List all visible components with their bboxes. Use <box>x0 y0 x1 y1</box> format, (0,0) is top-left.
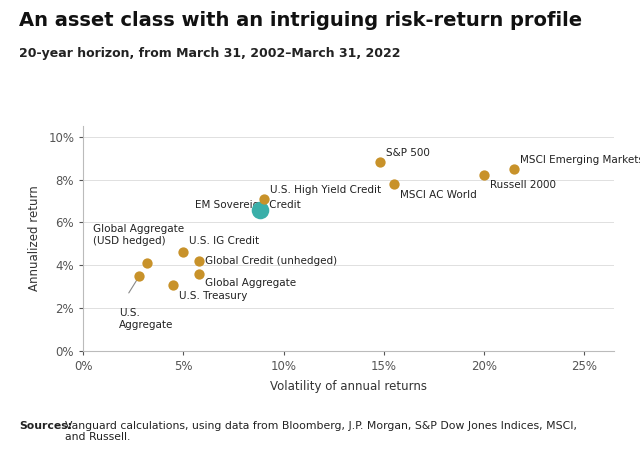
Text: Global Aggregate
(USD hedged): Global Aggregate (USD hedged) <box>93 225 184 246</box>
Text: EM Sovereign Credit: EM Sovereign Credit <box>195 200 301 210</box>
Text: MSCI AC World: MSCI AC World <box>400 190 477 200</box>
Point <box>134 272 145 279</box>
Point <box>388 180 399 188</box>
Y-axis label: Annualized return: Annualized return <box>28 185 41 292</box>
Text: U.S.
Aggregate: U.S. Aggregate <box>119 308 173 330</box>
Text: An asset class with an intriguing risk-return profile: An asset class with an intriguing risk-r… <box>19 11 582 30</box>
Text: 20-year horizon, from March 31, 2002–March 31, 2022: 20-year horizon, from March 31, 2002–Mar… <box>19 47 401 60</box>
Text: Global Credit (unhedged): Global Credit (unhedged) <box>205 256 338 266</box>
Text: MSCI Emerging Markets: MSCI Emerging Markets <box>520 154 640 165</box>
Point <box>479 172 489 179</box>
X-axis label: Volatility of annual returns: Volatility of annual returns <box>270 380 428 393</box>
Point <box>259 195 269 203</box>
Text: S&P 500: S&P 500 <box>386 148 429 158</box>
Point <box>375 159 385 166</box>
Point <box>195 257 205 265</box>
Point <box>509 165 519 172</box>
Point <box>142 260 152 267</box>
Point <box>195 270 205 278</box>
Point <box>179 249 189 256</box>
Text: U.S. High Yield Credit: U.S. High Yield Credit <box>269 184 381 194</box>
Text: Vanguard calculations, using data from Bloomberg, J.P. Morgan, S&P Dow Jones Ind: Vanguard calculations, using data from B… <box>65 421 577 442</box>
Text: Global Aggregate: Global Aggregate <box>205 278 296 288</box>
Text: U.S. Treasury: U.S. Treasury <box>179 291 248 301</box>
Text: U.S. IG Credit: U.S. IG Credit <box>189 236 260 246</box>
Point <box>255 206 265 213</box>
Point <box>168 281 179 288</box>
Text: Sources:: Sources: <box>19 421 72 431</box>
Text: Russell 2000: Russell 2000 <box>490 180 556 189</box>
